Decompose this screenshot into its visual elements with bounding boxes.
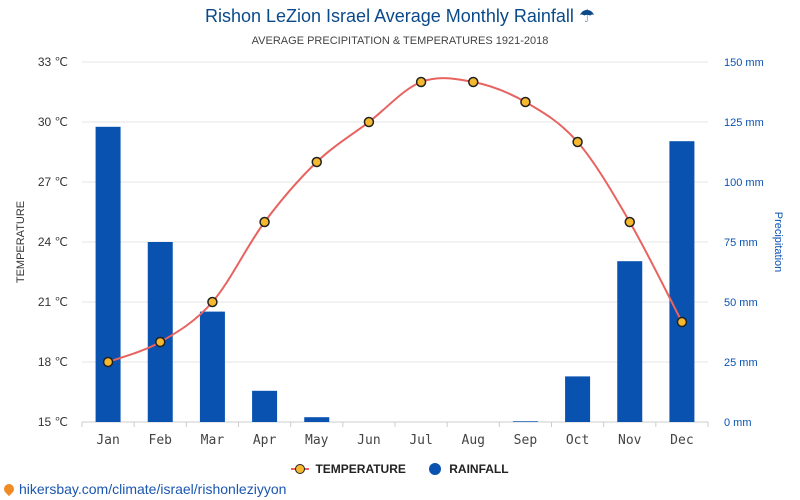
left-tick-label: 27 ℃ — [38, 175, 68, 189]
x-tick-label-aug: Aug — [462, 433, 485, 448]
temperature-point-jul[interactable] — [415, 76, 427, 88]
x-tick-label-feb: Feb — [149, 433, 173, 448]
gridlines — [81, 61, 709, 427]
left-axis-title: TEMPERATURE — [15, 201, 27, 283]
x-tick-label-oct: Oct — [566, 433, 589, 448]
temperature-line-group — [102, 76, 688, 368]
left-tick-label: 21 ℃ — [38, 295, 68, 309]
x-tick-label-dec: Dec — [670, 433, 693, 448]
x-axis: Jan Feb Mar Apr May Jun Jul Aug Sep Oct Nov Dec — [96, 433, 693, 448]
chart-title: Rishon LeZion Israel Average Monthly Rai… — [204, 6, 595, 26]
rainfall-bar-oct[interactable] — [565, 376, 591, 422]
x-tick-label-jan: Jan — [96, 433, 119, 448]
right-tick-label: 75 mm — [724, 237, 758, 249]
rainfall-bar-mar[interactable] — [199, 311, 225, 422]
x-tick-label-mar: Mar — [201, 433, 225, 448]
rainfall-bar-feb[interactable] — [147, 242, 173, 422]
temperature-point-dec[interactable] — [676, 316, 688, 328]
temperature-point-may[interactable] — [311, 156, 322, 168]
left-axis: 15 ℃ 18 ℃ 21 ℃ 24 ℃ 27 ℃ 30 ℃ 33 ℃ — [38, 55, 68, 429]
temperature-point-jun[interactable] — [363, 116, 375, 128]
left-tick-label: 15 ℃ — [38, 415, 68, 429]
temperature-point-oct[interactable] — [572, 136, 583, 148]
source-link[interactable]: hikersbay.com/climate/israel/rishonleziy… — [1, 481, 287, 497]
rainfall-bar-sep[interactable] — [512, 421, 538, 422]
rainfall-bar-may[interactable] — [304, 417, 330, 422]
legend-temperature-label: TEMPERATURE — [315, 462, 406, 476]
source-link-text: hikersbay.com/climate/israel/rishonleziy… — [19, 481, 287, 497]
left-tick-label: 24 ℃ — [38, 235, 68, 249]
right-axis: 0 mm 25 mm 50 mm 75 mm 100 mm 125 mm 150 mm — [724, 57, 764, 429]
left-tick-label: 18 ℃ — [38, 355, 68, 369]
temperature-point-feb[interactable] — [155, 336, 166, 348]
legend-rainfall-label: RAINFALL — [449, 462, 509, 476]
right-axis-title: Precipitation — [772, 212, 784, 273]
temperature-line — [107, 77, 683, 363]
right-tick-label: 100 mm — [724, 177, 764, 189]
left-tick-label: 30 ℃ — [38, 115, 68, 129]
left-tick-label: 33 ℃ — [38, 55, 68, 69]
temperature-point-mar[interactable] — [207, 296, 218, 308]
rainfall-bar-dec[interactable] — [669, 141, 695, 422]
right-tick-label: 0 mm — [724, 417, 752, 429]
legend-rainfall[interactable]: RAINFALL — [429, 462, 509, 476]
right-tick-label: 125 mm — [724, 117, 764, 129]
rainfall-bar-jan[interactable] — [95, 126, 121, 423]
rainfall-bar-apr[interactable] — [252, 390, 278, 422]
climate-chart: 15 ℃ 18 ℃ 21 ℃ 24 ℃ 27 ℃ 30 ℃ 33 ℃ 0 mm 25 mm 50… — [15, 55, 784, 448]
temperature-point-aug[interactable] — [468, 76, 479, 88]
temperature-point-nov[interactable] — [624, 216, 635, 228]
rainfall-dot-icon — [429, 463, 442, 475]
rainfall-bar-nov[interactable] — [617, 261, 643, 422]
x-tick-label-nov: Nov — [618, 433, 642, 448]
temperature-line-icon — [291, 463, 310, 475]
x-tick-label-may: May — [305, 433, 329, 448]
chart-subtitle: AVERAGE PRECIPITATION & TEMPERATURES 192… — [251, 35, 549, 47]
x-tick-label-jul: Jul — [409, 433, 432, 448]
rainfall-bars — [95, 126, 695, 423]
right-tick-label: 50 mm — [724, 297, 758, 309]
chart-legend: TEMPERATURE RAINFALL — [0, 462, 800, 478]
temperature-point-apr[interactable] — [259, 216, 270, 228]
x-tick-label-apr: Apr — [253, 433, 277, 448]
right-tick-label: 150 mm — [724, 57, 764, 69]
temperature-point-jan[interactable] — [102, 356, 114, 368]
x-tick-label-sep: Sep — [514, 433, 538, 448]
temperature-point-sep[interactable] — [520, 96, 531, 108]
legend-temperature[interactable]: TEMPERATURE — [291, 462, 406, 476]
location-pin-icon — [1, 481, 17, 497]
right-tick-label: 25 mm — [724, 357, 758, 369]
x-tick-label-jun: Jun — [357, 433, 380, 448]
